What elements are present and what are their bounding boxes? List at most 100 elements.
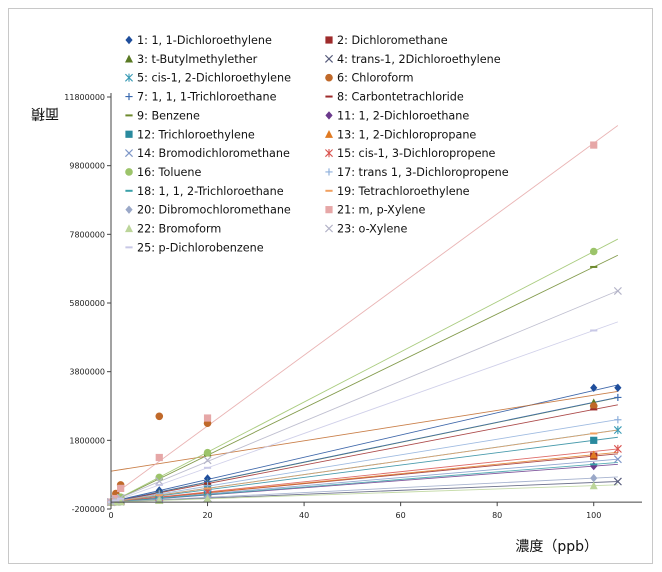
legend-marker: [325, 168, 333, 176]
data-point: [155, 453, 163, 462]
legend-label: 16: Toluene: [137, 166, 202, 179]
data-point: [590, 461, 598, 471]
legend: 1: 1, 1-Dichloroethylene 3: t-Butylmethyl…: [124, 34, 509, 254]
trendlines: [110, 125, 619, 503]
x-tick-label: 100: [586, 511, 601, 520]
legend-label: 13: 1, 2-Dichloropropane: [337, 128, 476, 141]
trendline: [110, 476, 618, 503]
x-tick-label: 60: [396, 511, 406, 520]
data-point: [614, 383, 622, 393]
y-tick-label: 11800000: [64, 93, 105, 102]
trendline: [110, 125, 619, 498]
data-point: [155, 477, 164, 486]
legend-label: 17: trans 1, 3-Dichloropropene: [337, 166, 509, 179]
y-tick-label: 5800000: [69, 299, 105, 308]
y-tick-label: 9800000: [69, 162, 105, 171]
data-point: [203, 414, 212, 422]
trendline: [110, 481, 618, 503]
data-point: [203, 494, 212, 503]
legend-marker: [324, 224, 334, 233]
legend-label: 11: 1, 2-Dichloroethane: [337, 109, 469, 122]
legend-label: 18: 1, 1, 2-Trichloroethane: [137, 185, 284, 198]
legend-label: 4: trans-1, 2Dichloroethylene: [337, 53, 501, 66]
trendline: [110, 321, 619, 503]
x-tick-label: 80: [492, 511, 502, 520]
trendline: [110, 396, 618, 503]
data-point: [613, 444, 622, 454]
legend-marker: [125, 92, 133, 101]
data-point: [614, 393, 622, 402]
trendline: [110, 448, 618, 503]
legend-label: 3: t-Butylmethylether: [137, 53, 258, 66]
legend-label: 8: Carbontetrachloride: [337, 91, 464, 104]
legend-label: 9: Benzene: [137, 109, 200, 122]
legend-marker: [325, 111, 333, 120]
legend-label: 19: Tetrachloroethylene: [337, 185, 470, 198]
data-point: [589, 481, 598, 490]
data-point: [590, 473, 598, 483]
legend-marker: [125, 130, 133, 138]
y-tick-label: 7800000: [69, 230, 105, 239]
y-tick-labels: -200000 1800000 3800000 5800000 7800000 98000…: [64, 93, 111, 514]
legend-label: 23: o-Xylene: [337, 223, 407, 236]
trendline: [110, 404, 618, 503]
trendline: [110, 254, 619, 503]
x-tick-labels: 0 20 40 60 80 100: [108, 502, 601, 520]
legend-marker: [124, 149, 134, 158]
data-point: [614, 416, 622, 424]
trendline: [110, 429, 618, 503]
data-point: [590, 383, 598, 393]
legend-label: 1: 1, 1-Dichloroethylene: [137, 34, 272, 47]
axes: [110, 93, 642, 509]
legend-label: 5: cis-1, 2-Dichloroethylene: [137, 72, 291, 85]
trendline: [110, 484, 618, 503]
data-point: [203, 448, 212, 457]
data-point: [203, 456, 212, 465]
legend-marker: [325, 206, 333, 214]
data-point: [590, 436, 598, 444]
legend-label: 12: Trichloroethylene: [137, 128, 255, 141]
y-tick-label: 3800000: [69, 368, 105, 377]
y-tick-label: 1800000: [69, 436, 105, 445]
y-axis-title: 面積: [31, 105, 59, 121]
x-tick-label: 40: [299, 511, 309, 520]
data-point: [155, 473, 164, 482]
data-point: [590, 141, 598, 149]
data-point: [613, 286, 622, 296]
data-point: [117, 484, 125, 492]
data-point: [589, 450, 598, 459]
legend-label: 6: Chloroform: [337, 72, 414, 85]
legend-marker: [125, 54, 133, 63]
y-tick-label: -200000: [72, 505, 105, 514]
legend-marker: [325, 149, 333, 158]
legend-label: 21: m, p-Xylene: [337, 204, 426, 217]
data-point: [589, 247, 598, 256]
x-tick-label: 0: [108, 511, 113, 520]
legend-marker: [125, 73, 133, 82]
x-axis-title: 濃度（ppb）: [515, 539, 598, 555]
data-point: [613, 425, 622, 435]
legend-label: 14: Bromodichloromethane: [137, 147, 290, 160]
trendline: [110, 238, 619, 503]
legend-label: 22: Bromoform: [137, 223, 221, 236]
legend-marker: [324, 54, 334, 63]
legend-marker: [125, 168, 133, 176]
legend-marker: [325, 73, 333, 82]
legend-label: 2: Dichloromethane: [337, 34, 448, 47]
legend-marker: [325, 36, 333, 44]
legend-label: 7: 1, 1, 1-Trichloroethane: [137, 91, 277, 104]
trendline: [110, 458, 618, 503]
trendline: [110, 451, 618, 503]
data-point: [589, 402, 598, 410]
trendline: [110, 436, 618, 503]
data-point: [613, 455, 622, 464]
trendline: [110, 419, 618, 503]
trendline: [110, 390, 618, 472]
legend-marker: [125, 35, 133, 45]
trendline: [110, 290, 619, 503]
legend-label: 20: Dibromochloromethane: [137, 204, 291, 217]
x-tick-label: 20: [202, 511, 212, 520]
data-point: [613, 477, 622, 486]
legend-marker: [325, 130, 333, 138]
